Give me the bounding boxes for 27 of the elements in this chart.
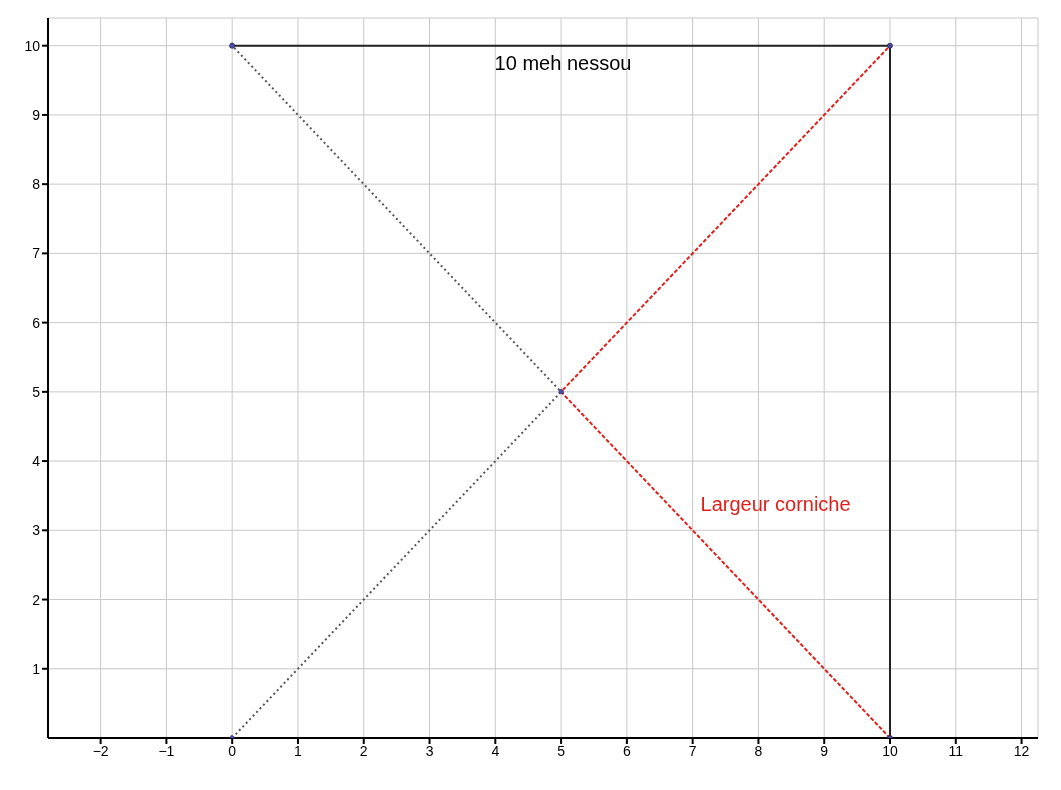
x-tick-label: −1 — [158, 742, 175, 759]
y-tick-label: 10 — [24, 37, 41, 54]
x-tick-label: 1 — [294, 742, 303, 759]
x-tick-label: 8 — [754, 742, 763, 759]
y-tick-label: 6 — [32, 314, 41, 331]
y-tick-label: 4 — [32, 453, 41, 470]
x-tick-label: 12 — [1013, 742, 1030, 759]
y-tick-label: 8 — [32, 176, 41, 193]
x-tick-label: 11 — [948, 742, 964, 759]
x-tick-label: 5 — [557, 742, 566, 759]
y-tick-label: 1 — [32, 660, 41, 677]
x-tick-label: 7 — [688, 742, 697, 759]
x-tick-label: 0 — [228, 742, 237, 759]
y-tick-label: 3 — [32, 522, 41, 539]
x-tick-label: −2 — [92, 742, 109, 759]
y-tick-label: 7 — [32, 245, 41, 262]
annotation: 10 meh nessou — [494, 51, 632, 75]
x-tick-label: 4 — [491, 742, 500, 759]
x-tick-label: 10 — [882, 742, 898, 759]
y-tick-label: 2 — [32, 591, 41, 608]
x-tick-label: 3 — [425, 742, 434, 759]
series-label: Largeur corniche — [700, 492, 851, 516]
y-tick-label: 5 — [32, 383, 41, 400]
y-tick-label: 9 — [32, 106, 41, 123]
x-tick-label: 2 — [359, 742, 368, 759]
x-tick-label: 9 — [820, 742, 829, 759]
x-tick-label: 6 — [622, 742, 631, 759]
